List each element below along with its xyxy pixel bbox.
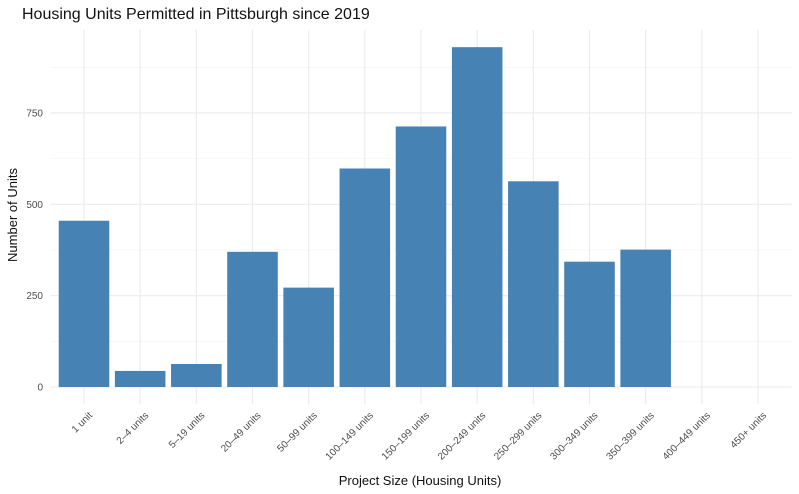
y-axis-label: Number of Units — [5, 168, 20, 262]
x-tick-label: 150–199 units — [380, 410, 432, 462]
bar-10 — [620, 249, 671, 388]
bar-6 — [395, 126, 447, 388]
x-tick-label: 2–4 units — [115, 410, 151, 446]
x-tick-label: 200–249 units — [436, 410, 488, 462]
bar-5 — [339, 168, 391, 388]
x-tick-label: 5–19 units — [167, 410, 207, 450]
x-tick-label: 20–49 units — [219, 410, 263, 454]
x-tick-label: 100–149 units — [324, 410, 376, 462]
bar-1 — [114, 370, 166, 388]
x-tick-label: 250–299 units — [492, 410, 544, 462]
bar-7 — [451, 47, 503, 388]
bar-3 — [227, 251, 278, 388]
x-axis-label: Project Size (Housing Units) — [339, 473, 502, 488]
y-tick-label: 500 — [26, 200, 43, 211]
x-tick-label: 450+ units — [728, 410, 769, 451]
x-tick-label: 350–399 units — [605, 410, 657, 462]
y-tick-label: 750 — [26, 108, 43, 119]
x-tick-label: 1 unit — [70, 410, 95, 435]
bar-9 — [564, 261, 615, 388]
y-tick-label: 0 — [37, 383, 43, 394]
x-axis-ticks: 1 unit 2–4 units 5–19 units 20–49 units 50–9… — [70, 410, 769, 462]
bar-2 — [171, 363, 222, 388]
y-tick-label: 250 — [26, 291, 43, 302]
y-axis-ticks: 0 250 500 750 — [26, 108, 43, 393]
x-tick-label: 300–349 units — [548, 410, 600, 462]
x-tick-label: 400–449 units — [661, 410, 713, 462]
bar-4 — [283, 287, 334, 388]
x-tick-label: 50–99 units — [275, 410, 319, 454]
chart-title: Housing Units Permitted in Pittsburgh si… — [22, 6, 370, 23]
bars — [58, 47, 671, 388]
bar-8 — [508, 181, 559, 388]
bar-0 — [58, 220, 110, 388]
